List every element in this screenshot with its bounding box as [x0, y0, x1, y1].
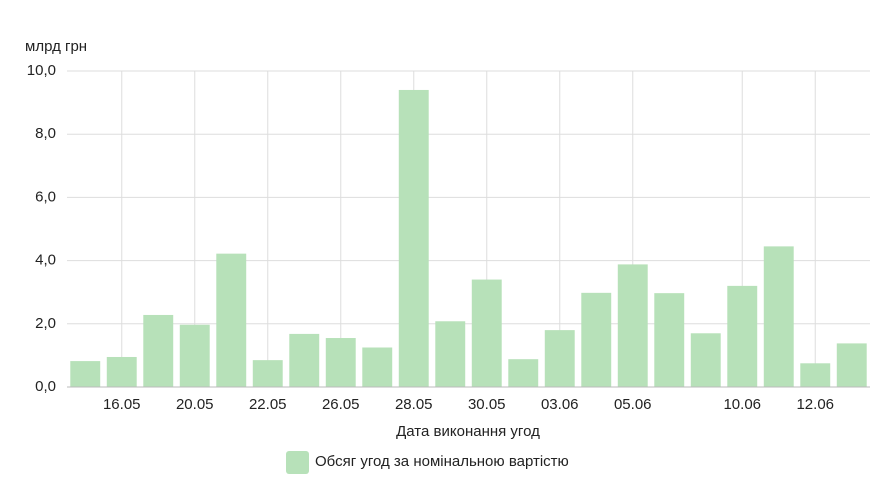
bar [800, 363, 831, 387]
x-tick-label: 30.05 [468, 396, 506, 413]
bar [471, 279, 502, 387]
x-tick-label: 12.06 [796, 396, 834, 413]
bar [581, 292, 612, 387]
bar [727, 285, 758, 387]
bar [216, 253, 247, 387]
bar [617, 264, 648, 387]
x-tick-label: 28.05 [395, 396, 433, 413]
bar [690, 333, 721, 387]
y-tick-label: 0,0 [35, 378, 56, 395]
y-tick-label: 2,0 [35, 315, 56, 332]
bar [106, 356, 137, 387]
bar [398, 89, 429, 388]
legend-swatch [286, 451, 309, 474]
bar [763, 246, 794, 387]
bar [325, 338, 356, 387]
x-tick-label: 03.06 [541, 396, 579, 413]
x-tick-label: 20.05 [176, 396, 214, 413]
bar [143, 314, 174, 387]
bar [654, 293, 685, 387]
bar [252, 360, 283, 387]
bar [544, 330, 575, 387]
bar [70, 361, 101, 387]
bar [362, 347, 393, 387]
y-unit: млрд грн [25, 38, 87, 55]
x-tick-label: 16.05 [103, 396, 141, 413]
legend-label: Обсяг угод за номінальною вартістю [315, 453, 569, 470]
x-axis-title: Дата виконання угод [396, 423, 540, 440]
bar [179, 324, 210, 387]
bar [435, 321, 466, 387]
x-tick-label: 05.06 [614, 396, 652, 413]
bar [508, 359, 539, 387]
y-tick-label: 4,0 [35, 252, 56, 269]
bar [836, 343, 867, 387]
y-tick-label: 10,0 [27, 62, 56, 79]
y-tick-label: 6,0 [35, 188, 56, 205]
x-tick-label: 10.06 [723, 396, 761, 413]
bar [289, 333, 320, 387]
x-tick-label: 22.05 [249, 396, 287, 413]
y-tick-label: 8,0 [35, 125, 56, 142]
x-tick-label: 26.05 [322, 396, 360, 413]
